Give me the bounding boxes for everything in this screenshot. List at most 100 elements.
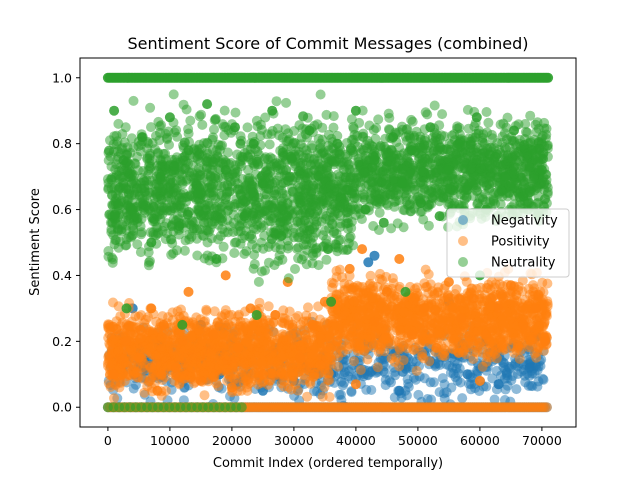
scatter-point	[365, 270, 376, 281]
scatter-point	[448, 344, 459, 355]
scatter-point	[248, 357, 259, 368]
scatter-point	[213, 381, 224, 391]
data-point	[406, 329, 417, 340]
data-point	[394, 385, 405, 396]
scatter-point	[435, 359, 445, 370]
data-point	[493, 379, 504, 390]
data-point	[307, 319, 318, 330]
scatter-point	[145, 362, 156, 373]
scatter-point	[402, 343, 413, 354]
scatter-point	[394, 325, 405, 336]
scatter-point	[263, 257, 274, 268]
scatter-point	[398, 306, 409, 317]
scatter-point	[159, 351, 170, 362]
scatter-point	[489, 316, 500, 327]
scatter-point	[253, 347, 264, 358]
data-point	[530, 303, 541, 314]
scatter-point	[418, 294, 429, 305]
data-point	[133, 352, 144, 363]
data-point	[233, 342, 244, 353]
data-point	[431, 342, 442, 353]
scatter-point	[523, 283, 534, 294]
scatter-point	[398, 355, 409, 366]
scatter-point	[108, 335, 119, 346]
scatter-point	[255, 332, 266, 343]
scatter-point	[221, 364, 232, 375]
scatter-point	[145, 102, 156, 113]
data-point	[462, 369, 473, 380]
scatter-point	[413, 389, 424, 400]
scatter-point	[537, 277, 548, 288]
scatter-point	[325, 343, 336, 354]
data-point	[381, 286, 392, 297]
scatter-point	[286, 384, 297, 395]
data-point	[505, 280, 516, 291]
scatter-point	[429, 100, 440, 111]
scatter-point	[283, 273, 294, 284]
scatter-point	[185, 115, 196, 126]
scatter-point	[373, 114, 384, 125]
scatter-point	[354, 314, 365, 325]
data-point	[443, 277, 454, 287]
scatter-point	[507, 371, 518, 381]
scatter-point	[439, 379, 450, 390]
scatter-point	[530, 348, 540, 359]
scatter-point	[201, 306, 212, 317]
scatter-point	[115, 377, 126, 388]
scatter-point	[145, 373, 156, 384]
scatter-point	[340, 309, 351, 320]
scatter-point	[276, 352, 287, 363]
scatter-point	[205, 348, 216, 359]
scatter-point	[444, 294, 455, 305]
scatter-point	[414, 322, 425, 333]
scatter-point	[192, 250, 203, 261]
data-point	[208, 329, 219, 340]
scatter-point	[321, 254, 332, 265]
scatter-point	[346, 324, 357, 334]
scatter-point	[324, 392, 335, 402]
scatter-point	[527, 318, 538, 329]
data-point	[152, 385, 163, 396]
scatter-point	[481, 107, 492, 117]
scatter-point	[539, 317, 550, 328]
scatter-point	[386, 377, 396, 388]
scatter-point	[226, 309, 237, 320]
scatter-point	[253, 379, 263, 390]
scatter-point	[108, 297, 118, 308]
scatter-point	[424, 356, 435, 367]
scatter-point	[181, 104, 192, 115]
data-point	[518, 319, 529, 330]
scatter-point	[132, 239, 143, 250]
scatter-point	[126, 316, 137, 327]
data-point	[171, 362, 182, 373]
scatter-point	[199, 390, 210, 401]
scatter-point	[337, 272, 347, 283]
data-point	[363, 257, 374, 268]
scatter-point	[179, 353, 190, 364]
scatter-point	[260, 323, 271, 334]
scatter-point	[481, 381, 492, 392]
scatter-point	[128, 95, 139, 106]
scatter-point	[448, 368, 459, 379]
scatter-point	[292, 361, 303, 372]
scatter-point	[328, 325, 339, 336]
scatter-point	[386, 301, 397, 312]
data-point	[524, 362, 535, 373]
scatter-point	[209, 361, 220, 372]
scatter-point	[472, 317, 483, 328]
scatter-point	[439, 351, 450, 361]
scatter-point	[466, 384, 476, 395]
scatter-point	[321, 352, 331, 363]
scatter-point	[427, 286, 438, 297]
data-point	[456, 313, 467, 324]
scatter-point	[337, 347, 348, 358]
scatter-point	[426, 394, 437, 405]
scatter-point	[219, 105, 230, 116]
scatter-point	[537, 373, 548, 384]
scatter-point	[242, 122, 253, 133]
scatter-point	[511, 345, 522, 356]
scatter-point	[491, 327, 502, 337]
scatter-point	[281, 335, 292, 346]
scatter-point	[234, 324, 245, 335]
